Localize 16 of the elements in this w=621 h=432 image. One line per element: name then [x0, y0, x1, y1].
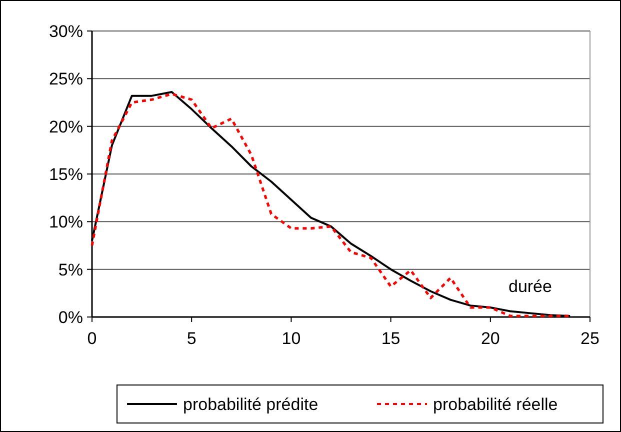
- legend-label: probabilité prédite: [183, 394, 318, 414]
- y-tick-label: 0%: [58, 308, 83, 327]
- x-tick-label: 5: [186, 329, 196, 348]
- y-tick-label: 20%: [48, 117, 83, 136]
- x-tick-label: 0: [87, 329, 97, 348]
- y-tick-label: 15%: [48, 164, 83, 184]
- y-tick-label: 25%: [48, 70, 83, 89]
- y-tick-label: 5%: [58, 260, 83, 280]
- y-tick-label: 10%: [48, 212, 83, 232]
- legend-label: probabilité réelle: [433, 394, 558, 414]
- x-tick-label: 15: [381, 329, 400, 348]
- x-tick-label: 10: [282, 329, 301, 348]
- x-axis-title: durée: [508, 277, 552, 296]
- y-tick-label: 30%: [48, 22, 83, 41]
- x-tick-label: 25: [580, 329, 600, 348]
- x-tick-label: 20: [480, 329, 500, 348]
